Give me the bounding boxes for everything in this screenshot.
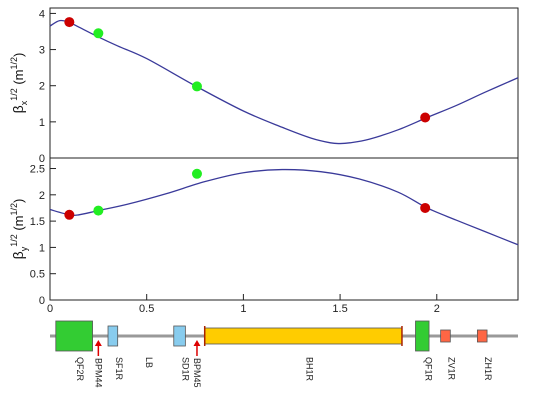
bottom-panel: 0 0.5 1 1.5 2 2.5 0 0.5 1 1.5 2 βy1/2 (m1/2) [9,157,519,315]
bottom-ytick-label: 1.5 [30,216,45,228]
lattice-label-zv1r: ZV1R [446,357,456,381]
lattice-drift-labels: LB [144,357,154,368]
top-ytick-label: 3 [39,45,45,57]
lattice-element-zv1r [440,329,451,343]
xtick-label: 1.5 [332,303,347,315]
top-ytick-label: 1 [39,117,45,129]
bottom-series-line [49,168,519,246]
bottom-marker-point [191,168,202,179]
lattice-element-qf1r [415,320,430,352]
bottom-series-path [49,168,519,246]
bottom-ytick-label: 1 [39,242,45,254]
bottom-marker-point [64,209,75,220]
lattice-elements: QF2R SF1R SD1R BH1R QF1R ZV1R ZH1R [55,320,493,382]
top-marker-point [64,17,75,28]
lattice-element-bh1r [204,327,403,345]
top-ytick-label: 0 [39,153,45,165]
bottom-ytick-label: 0.5 [30,269,45,281]
top-marker-point [93,28,104,39]
top-markers [64,17,431,123]
xtick-label: 1 [240,303,246,315]
bottom-y-axis-title: βy1/2 (m1/2) [9,199,29,260]
bottom-ytick-label: 2 [39,190,45,202]
bpm-label-bpm45: BPM45 [192,358,202,388]
bottom-marker-point [420,202,431,213]
lattice-element-qf2r [55,320,93,352]
top-y-axis-title: βx1/2 (m1/2) [9,53,29,114]
lattice-label-zh1r: ZH1R [483,357,493,381]
lattice-layout: QF2R SF1R SD1R BH1R QF1R ZV1R ZH1R LB BPM44 BPM… [50,320,518,388]
lattice-label-qf2r: QF2R [75,357,85,382]
xtick-label: 0 [47,303,53,315]
xtick-label: 0.5 [139,303,154,315]
x-ticks: 0 0.5 1 1.5 2 [47,294,440,315]
lattice-element-sd1r [173,325,186,347]
bpm-arrow-head [94,340,102,346]
bottom-ytick-label: 0 [39,295,45,307]
bottom-ytick-label: 2.5 [30,164,45,176]
top-ytick-label: 2 [39,81,45,93]
drift-label-lb: LB [144,357,154,368]
lattice-element-zh1r [476,329,488,343]
bottom-marker-point [93,205,104,216]
top-ytick-label: 4 [39,8,45,20]
lattice-label-sd1r: SD1R [181,357,191,382]
bpm-label-bpm44: BPM44 [93,358,103,388]
top-marker-point [420,112,431,123]
lattice-label-bh1r: BH1R [304,357,314,382]
top-panel: 0 1 2 3 4 βx1/2 (m1/2) [9,7,519,165]
xtick-label: 2 [434,303,440,315]
top-marker-point [191,81,202,92]
lattice-label-sf1r: SF1R [114,357,124,381]
bottom-markers [64,168,431,220]
bottom-plot-frame [49,157,519,301]
bpm-arrow-head [193,340,201,346]
lattice-bpms: BPM44 BPM45 [93,340,202,388]
lattice-element-sf1r [107,325,119,347]
bottom-y-ticks: 0 0.5 1 1.5 2 2.5 [30,164,56,307]
lattice-label-qf1r: QF1R [423,357,433,382]
